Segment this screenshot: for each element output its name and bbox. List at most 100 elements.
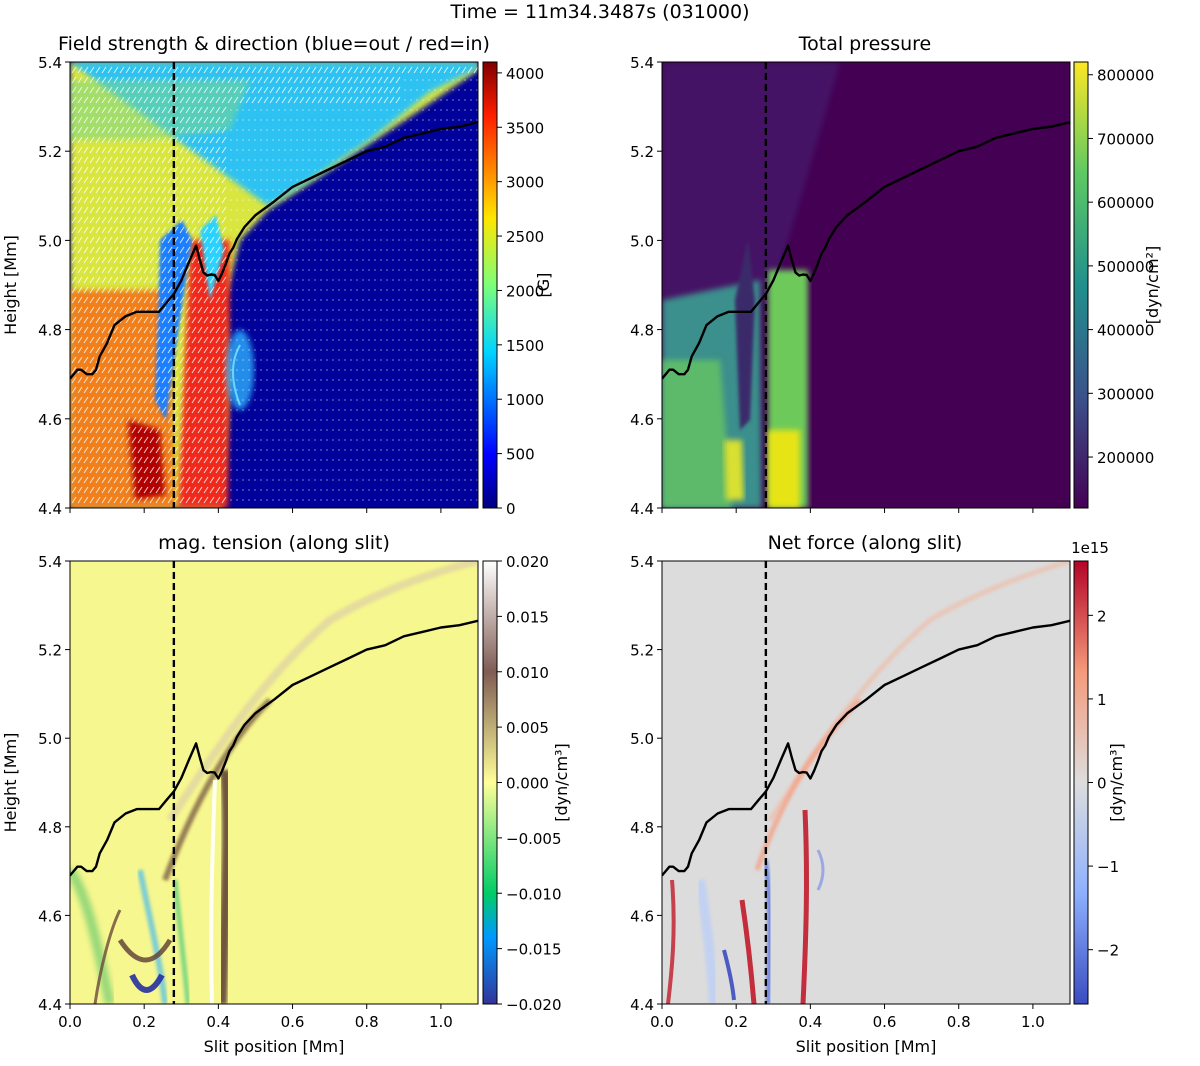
field-direction-mark: [77, 106, 83, 114]
colorbar-tick-label: 2000: [506, 282, 544, 300]
field-direction-mark: [77, 226, 83, 234]
field-direction-mark: [197, 396, 203, 404]
field-direction-mark: [371, 96, 377, 104]
y-tick-label: 5.0: [630, 232, 654, 250]
colorbar-label: [dyn/cm³]: [552, 743, 571, 821]
field-direction-mark: [161, 76, 167, 84]
y-tick-label: 4.4: [38, 500, 62, 518]
field-direction-mark: [113, 266, 119, 274]
field-direction-mark: [473, 66, 478, 74]
field-direction-mark: [203, 316, 209, 324]
field-direction-mark: [89, 466, 95, 474]
field-direction-mark: [107, 296, 113, 304]
field-direction-mark: [167, 356, 173, 364]
field-direction-mark: [143, 416, 149, 424]
field-direction-mark: [125, 306, 131, 314]
y-tick-label: 5.0: [38, 730, 62, 748]
field-direction-mark: [329, 76, 335, 84]
field-direction-mark: [143, 486, 149, 494]
field-direction-mark: [185, 346, 191, 354]
field-direction-mark: [191, 386, 197, 394]
field-direction-mark: [167, 156, 173, 164]
field-direction-mark: [215, 266, 221, 274]
field-direction-mark: [107, 116, 113, 124]
field-direction-mark: [161, 256, 167, 264]
field-direction-mark: [89, 306, 95, 314]
panel-overlays: [662, 62, 1070, 508]
y-tick-label: 5.4: [38, 54, 62, 72]
field-direction-mark: [149, 156, 155, 164]
field-direction-mark: [131, 86, 137, 94]
field-direction-mark: [89, 226, 95, 234]
field-direction-mark: [155, 496, 161, 504]
field-direction-mark: [107, 176, 113, 184]
field-direction-mark: [149, 366, 155, 374]
field-direction-mark: [89, 446, 95, 454]
field-direction-mark: [203, 116, 209, 124]
field-direction-mark: [107, 206, 113, 214]
field-direction-mark: [185, 206, 191, 214]
field-direction-mark: [143, 186, 149, 194]
field-direction-mark: [215, 126, 221, 134]
field-direction-mark: [161, 126, 167, 134]
field-direction-mark: [299, 96, 305, 104]
field-direction-mark: [299, 76, 305, 84]
field-direction-mark: [185, 436, 191, 444]
field-direction-mark: [179, 266, 185, 274]
field-direction-mark: [119, 236, 125, 244]
field-direction-mark: [95, 196, 101, 204]
field-direction-mark: [221, 306, 227, 314]
field-direction-mark: [119, 196, 125, 204]
field-direction-mark: [113, 86, 119, 94]
field-direction-mark: [197, 206, 203, 214]
field-direction-mark: [125, 226, 131, 234]
field-direction-mark: [143, 396, 149, 404]
field-direction-mark: [95, 326, 101, 334]
x-tick-label: 0.4: [798, 1013, 822, 1031]
field-direction-mark: [161, 296, 167, 304]
field-direction-mark: [191, 486, 197, 494]
field-direction-mark: [143, 326, 149, 334]
field-direction-mark: [155, 336, 161, 344]
field-direction-mark: [197, 386, 203, 394]
field-direction-mark: [197, 406, 203, 414]
field-direction-mark: [167, 396, 173, 404]
field-direction-mark: [119, 486, 125, 494]
field-direction-mark: [173, 196, 179, 204]
field-direction-mark: [119, 376, 125, 384]
field-direction-mark: [95, 256, 101, 264]
field-direction-mark: [191, 456, 197, 464]
field-direction-mark: [113, 416, 119, 424]
field-direction-mark: [293, 96, 299, 104]
boundary-curve: [70, 121, 478, 380]
field-direction-mark: [89, 476, 95, 484]
field-direction-mark: [137, 186, 143, 194]
field-direction-mark: [155, 316, 161, 324]
field-direction-mark: [101, 496, 107, 504]
field-direction-mark: [125, 336, 131, 344]
x-tick-label: 0.6: [873, 1013, 897, 1031]
field-direction-mark: [209, 66, 215, 74]
field-direction-mark: [209, 476, 215, 484]
field-direction-mark: [209, 326, 215, 334]
field-direction-mark: [203, 146, 209, 154]
field-direction-mark: [83, 416, 89, 424]
field-direction-mark: [149, 256, 155, 264]
field-direction-mark: [149, 126, 155, 134]
field-direction-mark: [311, 66, 317, 74]
field-direction-mark: [203, 456, 209, 464]
field-direction-mark: [101, 156, 107, 164]
field-direction-mark: [359, 76, 365, 84]
field-direction-mark: [179, 256, 185, 264]
field-direction-mark: [191, 116, 197, 124]
field-direction-mark: [209, 286, 215, 294]
field-direction-mark: [143, 296, 149, 304]
field-direction-mark: [203, 176, 209, 184]
field-direction-mark: [71, 186, 77, 194]
field-direction-mark: [131, 336, 137, 344]
y-tick-label: 5.2: [38, 143, 62, 161]
field-direction-mark: [365, 76, 371, 84]
field-direction-mark: [179, 116, 185, 124]
field-direction-mark: [77, 136, 83, 144]
field-direction-mark: [137, 376, 143, 384]
